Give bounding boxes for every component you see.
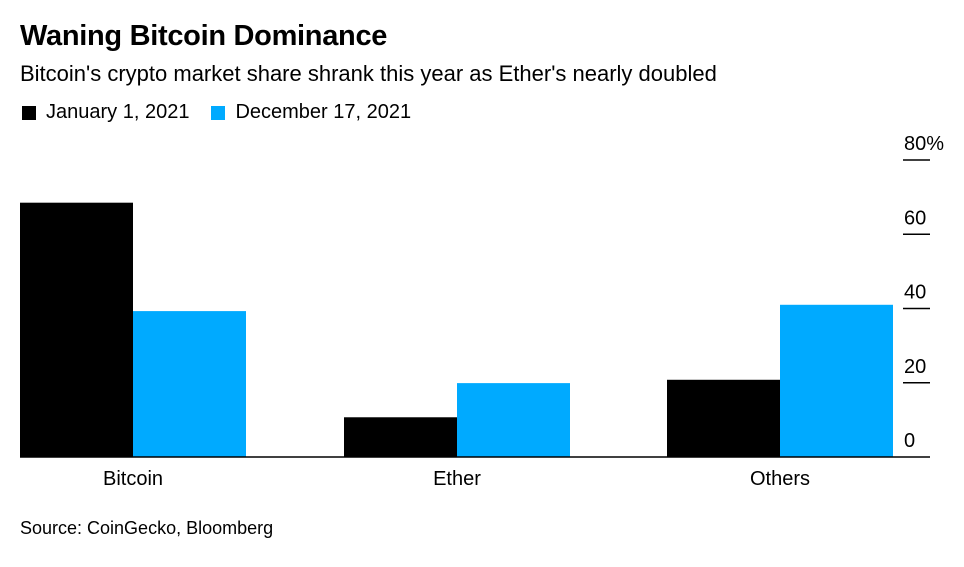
legend-swatch-dec	[211, 105, 226, 120]
y-tick-label-20: 20	[904, 356, 926, 378]
chart-title: Waning Bitcoin Dominance	[20, 20, 388, 52]
bar-ether-series-0	[344, 417, 457, 457]
legend-label-dec: December 17, 2021	[235, 101, 412, 123]
y-tick-label-40: 40	[904, 282, 926, 304]
y-tick-label-80: 80%	[904, 133, 944, 155]
chart-subtitle: Bitcoin's crypto market share shrank thi…	[20, 61, 717, 86]
bar-others-series-0	[667, 379, 780, 457]
category-label-ether: Ether	[433, 468, 481, 490]
bar-ether-series-1	[457, 383, 570, 457]
legend-item-dec: December 17, 2021	[211, 101, 411, 124]
category-label-others: Others	[750, 468, 810, 490]
bar-bitcoin-series-1	[133, 311, 246, 457]
category-label-bitcoin: Bitcoin	[103, 468, 163, 490]
bar-others-series-1	[780, 304, 893, 457]
source-note: Source: CoinGecko, Bloomberg	[20, 518, 274, 538]
y-tick-label-60: 60	[904, 207, 926, 229]
bar-bitcoin-series-0	[20, 202, 133, 457]
legend-swatch-jan	[22, 105, 36, 120]
legend-item-jan: January 1, 2021	[22, 101, 189, 124]
legend-label-jan: January 1, 2021	[46, 101, 190, 123]
y-tick-label-0: 0	[904, 430, 915, 452]
legend: January 1, 2021 December 17, 2021	[22, 101, 433, 124]
